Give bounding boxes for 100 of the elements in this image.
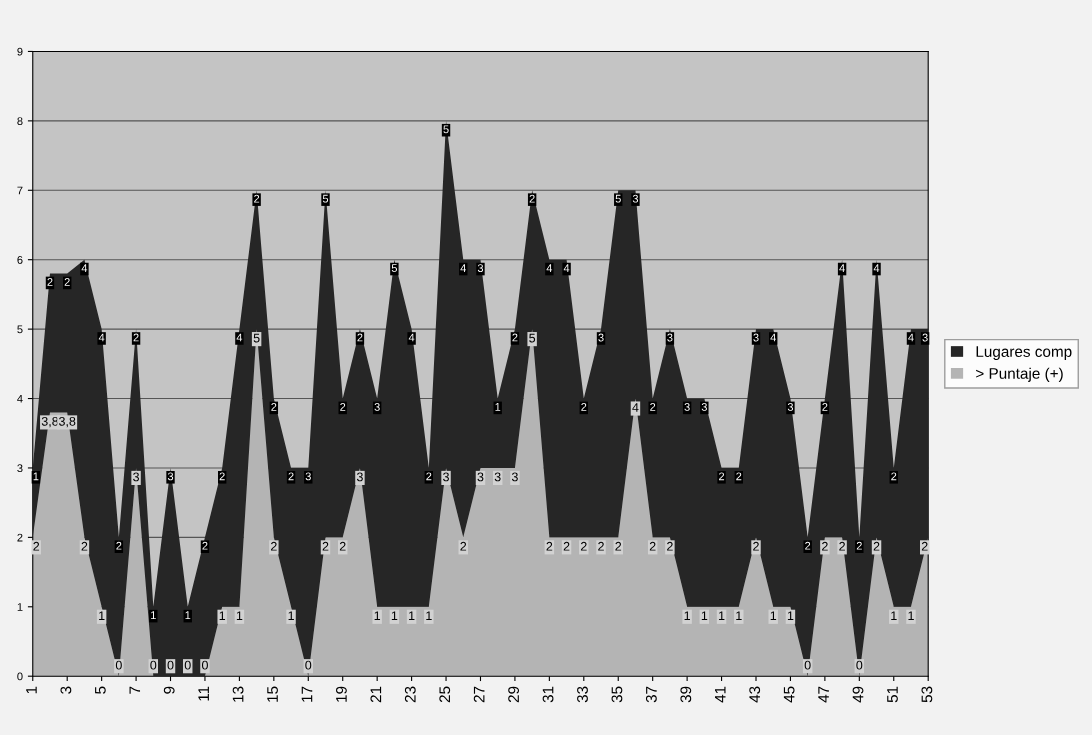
x-tick-label: 33 <box>577 686 588 703</box>
data-label: 2 <box>753 541 759 551</box>
data-label: 3 <box>632 194 639 203</box>
x-tick-label: 37 <box>645 686 657 703</box>
x-tick-label: 9 <box>163 686 175 694</box>
data-label: 1 <box>891 611 897 621</box>
data-label: 2 <box>270 541 277 551</box>
data-label: 4 <box>98 333 105 342</box>
data-label: 2 <box>288 472 294 481</box>
data-label: 0 <box>804 660 811 670</box>
x-tick-label: 17 <box>301 686 313 702</box>
data-label: 5 <box>615 194 621 203</box>
data-label: 4 <box>460 264 467 272</box>
data-label: 3 <box>477 264 484 273</box>
x-tick-label: 1 <box>26 686 37 694</box>
data-label: 2 <box>891 472 897 481</box>
data-label: 4 <box>81 264 88 272</box>
data-label: 1 <box>736 611 742 621</box>
data-label: 2 <box>805 541 811 550</box>
data-label: 2 <box>202 541 208 550</box>
legend-label: > Puntaje (+) <box>976 367 1063 382</box>
data-label: 0 <box>201 660 208 670</box>
data-label: 1 <box>701 611 708 621</box>
data-label: 3 <box>133 472 140 482</box>
y-tick-label: 5 <box>17 325 23 334</box>
y-tick-label: 3 <box>17 464 23 473</box>
data-label: 4 <box>236 333 243 342</box>
data-label: 1 <box>33 472 39 481</box>
data-label: 3 <box>753 333 759 342</box>
data-label: 2 <box>921 541 928 551</box>
data-label: 3 <box>511 472 518 482</box>
data-label: 5 <box>529 333 536 343</box>
data-label: 3 <box>477 472 484 482</box>
data-label: 3 <box>701 402 707 411</box>
data-label: 2 <box>47 278 53 286</box>
data-label: 3,8 <box>41 416 59 428</box>
data-label: 0 <box>305 660 312 670</box>
x-tick-label: 25 <box>439 686 451 703</box>
x-tick-label: 35 <box>611 686 623 703</box>
x-tick-label: 43 <box>749 686 761 703</box>
data-label: 3 <box>443 472 449 482</box>
data-label: 2 <box>581 402 587 411</box>
data-label: 3 <box>374 402 380 411</box>
data-label: 1 <box>288 611 294 621</box>
x-tick-label: 13 <box>232 686 244 702</box>
data-label: 2 <box>856 541 862 550</box>
data-label: 0 <box>150 660 157 670</box>
data-label: 2 <box>598 541 604 551</box>
data-label: 1 <box>684 611 690 621</box>
data-label: 1 <box>99 611 105 621</box>
data-label: 1 <box>719 611 725 621</box>
y-tick-label: 0 <box>17 672 23 681</box>
data-label: 1 <box>908 611 914 621</box>
data-label: 1 <box>409 611 415 621</box>
data-label: 2 <box>460 541 467 551</box>
y-tick-label: 8 <box>17 117 23 125</box>
data-label: 2 <box>322 541 329 551</box>
data-label: 2 <box>822 402 828 411</box>
x-tick-label: 21 <box>370 686 382 703</box>
data-label: 2 <box>271 402 277 411</box>
data-label: 3 <box>922 333 928 342</box>
y-tick-label: 4 <box>17 394 23 403</box>
x-tick-label: 29 <box>508 686 520 703</box>
data-label: 3 <box>598 333 604 342</box>
x-tick-label: 41 <box>715 686 726 703</box>
x-tick-label: 5 <box>95 686 106 694</box>
data-label: 2 <box>822 541 828 551</box>
data-label: 3 <box>356 472 363 482</box>
data-label: 2 <box>529 194 535 203</box>
x-tick-label: 3 <box>60 686 72 694</box>
data-label: 2 <box>667 541 673 551</box>
data-label: 2 <box>254 194 260 203</box>
x-tick-label: 53 <box>921 686 933 703</box>
data-label: 2 <box>580 541 587 551</box>
data-label: 5 <box>253 333 260 343</box>
data-label: 1 <box>374 611 381 621</box>
y-tick-label: 7 <box>17 186 23 195</box>
y-tick-label: 2 <box>17 533 23 542</box>
data-label: 1 <box>391 611 398 621</box>
data-label: 4 <box>546 264 553 272</box>
data-label: 4 <box>839 264 845 272</box>
data-label: 2 <box>615 541 622 551</box>
data-label: 1 <box>219 611 226 621</box>
data-label: 2 <box>133 333 139 342</box>
data-label: 5 <box>443 125 449 134</box>
x-tick-label: 47 <box>818 686 829 703</box>
x-tick-label: 39 <box>680 686 692 703</box>
data-label: 3 <box>684 402 690 411</box>
data-label: 2 <box>64 278 70 286</box>
data-label: 1 <box>426 611 432 621</box>
data-label: 2 <box>839 541 845 551</box>
data-label: 4 <box>563 264 570 272</box>
data-label: 2 <box>546 541 553 551</box>
data-label: 1 <box>787 611 794 621</box>
x-tick-label: 19 <box>336 686 347 702</box>
x-tick-label: 23 <box>404 686 416 703</box>
x-tick-label: 27 <box>473 686 485 703</box>
data-label: 1 <box>185 611 191 619</box>
x-tick-label: 49 <box>852 686 864 703</box>
data-label: 1 <box>495 403 501 411</box>
